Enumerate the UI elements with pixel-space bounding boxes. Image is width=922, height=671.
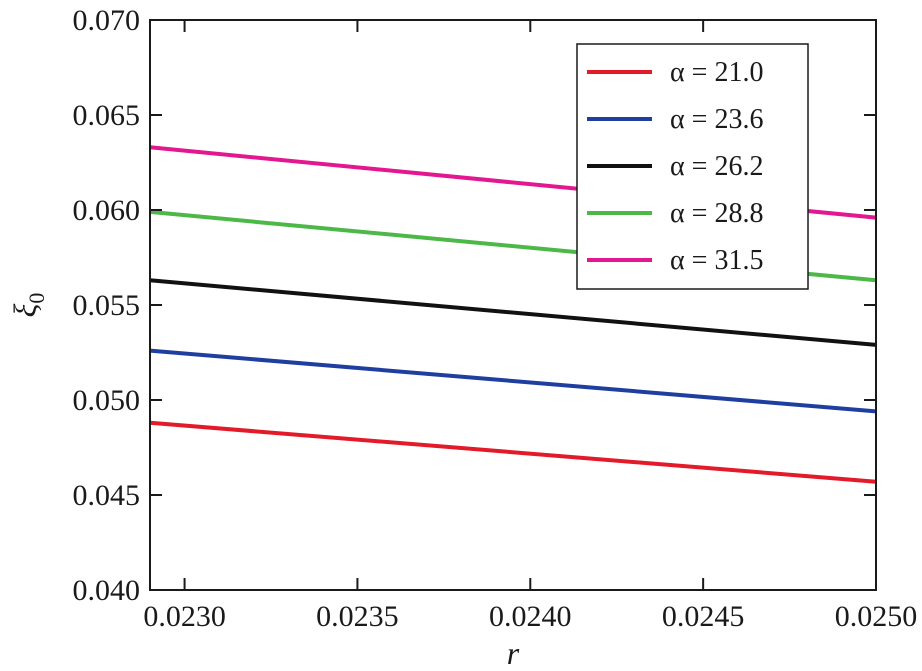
y-axis-label-subscript: 0 (24, 293, 49, 304)
y-tick-label: 0.050 (73, 384, 141, 417)
x-axis-label: r (507, 635, 520, 671)
x-tick-label: 0.0240 (489, 600, 572, 633)
y-tick-label: 0.045 (73, 479, 141, 512)
legend-label-1: α = 23.6 (670, 104, 763, 135)
x-tick-label: 0.0250 (835, 600, 918, 633)
legend-label-2: α = 26.2 (670, 151, 763, 182)
y-tick-label: 0.040 (73, 574, 141, 607)
legend-label-3: α = 28.8 (670, 198, 763, 229)
x-axis: 0.0230 0.0235 0.0240 0.0245 0.0250 (143, 20, 917, 633)
y-axis: 0.040 0.045 0.050 0.055 0.060 0.065 0.070 (73, 4, 876, 607)
y-tick-label: 0.055 (73, 289, 141, 322)
series-line-0 (149, 420, 877, 484)
x-tick-label: 0.0245 (662, 600, 745, 633)
legend-label-0: α = 21.0 (670, 57, 763, 88)
x-tick-label: 0.0230 (143, 600, 226, 633)
legend-label-4: α = 31.5 (670, 245, 763, 276)
y-axis-label-main: ξ (7, 303, 43, 317)
series-line-1 (149, 348, 877, 414)
legend-items: α = 21.0 α = 23.6 α = 26.2 α = 28.8 α = 31.5 (587, 57, 763, 276)
y-tick-label: 0.070 (73, 4, 141, 37)
y-tick-label: 0.065 (73, 99, 141, 132)
x-tick-label: 0.0235 (316, 600, 399, 633)
y-axis-label: ξ0 (7, 293, 49, 318)
legend: α = 21.0 α = 23.6 α = 26.2 α = 28.8 α = 31.5 (576, 43, 809, 290)
series-line-2 (149, 278, 877, 347)
y-tick-label: 0.060 (73, 194, 141, 227)
